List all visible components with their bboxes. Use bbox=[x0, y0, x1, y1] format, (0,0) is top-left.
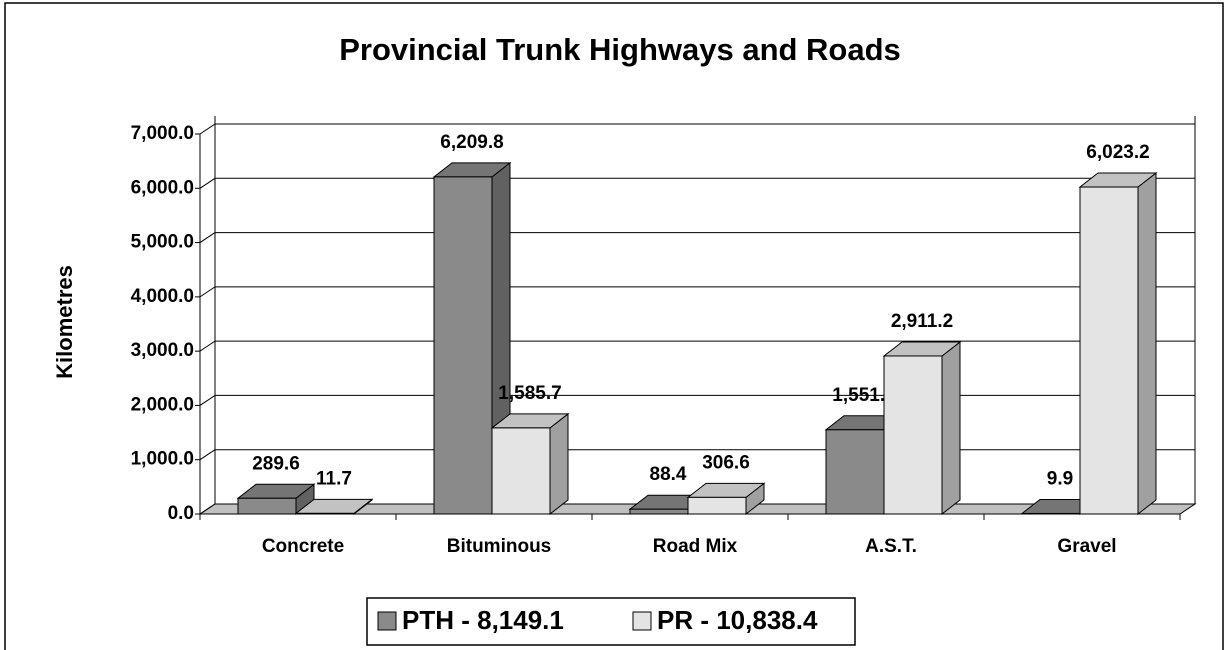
bar bbox=[1079, 186, 1139, 515]
data-label: 1,585.7 bbox=[498, 383, 561, 404]
legend-box bbox=[366, 597, 856, 646]
data-label: 289.6 bbox=[252, 453, 300, 474]
grid-line bbox=[199, 286, 216, 298]
bar bbox=[687, 496, 747, 515]
data-label: 6,209.8 bbox=[440, 132, 503, 153]
grid-line bbox=[199, 123, 216, 135]
x-tick-label: Bituminous bbox=[447, 536, 552, 557]
bar bbox=[825, 429, 885, 515]
y-tick-label: 4,000.0 bbox=[131, 286, 194, 307]
data-label: 88.4 bbox=[650, 464, 687, 485]
x-tick-label: Road Mix bbox=[653, 536, 738, 557]
grid-line bbox=[199, 449, 216, 461]
bar bbox=[629, 508, 689, 515]
y-tick-label: 2,000.0 bbox=[131, 394, 194, 415]
x-tick-label: Gravel bbox=[1057, 536, 1116, 557]
data-label: 6,023.2 bbox=[1086, 142, 1149, 163]
data-label: 11.7 bbox=[316, 468, 352, 489]
bar bbox=[237, 497, 297, 515]
bar bbox=[1021, 512, 1081, 515]
data-label: 1,551.4 bbox=[832, 385, 896, 406]
bar bbox=[883, 355, 943, 515]
y-tick-label: 0.0 bbox=[168, 503, 194, 524]
grid-line bbox=[199, 232, 216, 243]
y-tick-label: 5,000.0 bbox=[131, 232, 194, 253]
y-tick-label: 7,000.0 bbox=[131, 123, 194, 144]
bar bbox=[491, 427, 551, 515]
bar bbox=[295, 512, 355, 515]
bar-side bbox=[549, 412, 569, 516]
bar bbox=[433, 176, 493, 515]
y-tick-label: 6,000.0 bbox=[131, 177, 194, 198]
legend-label: PTH - 8,149.1 bbox=[402, 605, 564, 635]
y-tick-label: 3,000.0 bbox=[131, 340, 194, 361]
chart-title: Provincial Trunk Highways and Roads bbox=[339, 32, 901, 67]
legend-label: PR - 10,838.4 bbox=[657, 605, 818, 635]
data-label: 306.6 bbox=[702, 452, 750, 473]
data-label: 9.9 bbox=[1047, 468, 1073, 489]
grid-line bbox=[199, 340, 216, 352]
chart-frame bbox=[4, 2, 1224, 650]
x-tick-label: Concrete bbox=[262, 536, 344, 557]
y-tick-label: 1,000.0 bbox=[131, 449, 194, 470]
legend-swatch bbox=[632, 611, 652, 631]
y-axis-title: Kilometres bbox=[52, 265, 77, 379]
x-tick-label: A.S.T. bbox=[865, 536, 917, 557]
grid-line bbox=[199, 503, 216, 515]
grid-line bbox=[199, 395, 216, 406]
data-label: 2,911.2 bbox=[891, 311, 953, 332]
bar-side bbox=[1137, 172, 1157, 516]
legend-swatch bbox=[377, 611, 397, 631]
bar-side bbox=[941, 340, 961, 516]
grid-line bbox=[199, 177, 216, 189]
